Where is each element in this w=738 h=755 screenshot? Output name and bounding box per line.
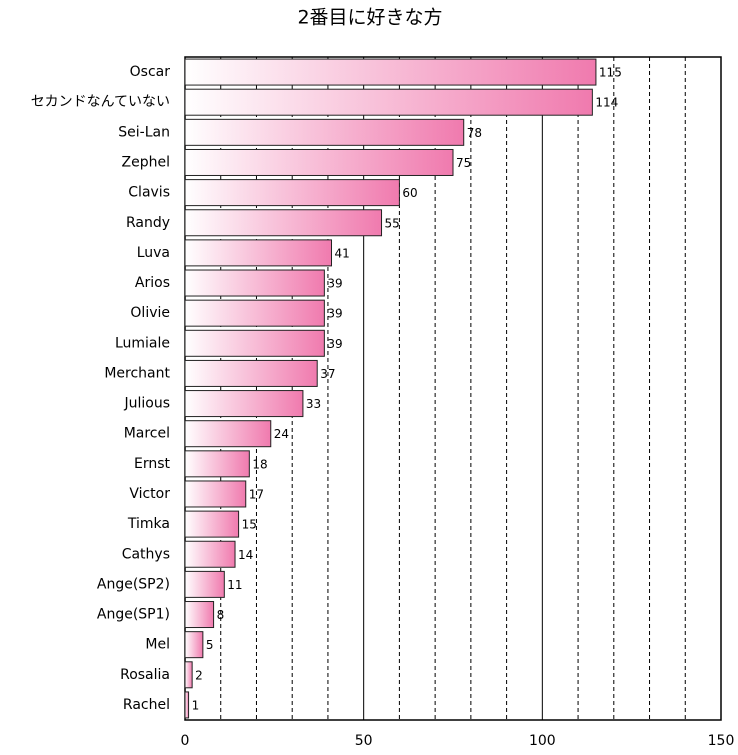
value-label: 39 bbox=[327, 277, 342, 291]
y-tick-label: Arios bbox=[135, 275, 170, 291]
value-label: 24 bbox=[274, 427, 289, 441]
y-tick-label: Ernst bbox=[134, 456, 171, 472]
value-label: 75 bbox=[456, 156, 471, 170]
value-label: 5 bbox=[206, 638, 214, 652]
value-label: 39 bbox=[327, 337, 342, 351]
bar bbox=[184, 480, 247, 508]
x-tick-label: 50 bbox=[355, 733, 373, 749]
bar bbox=[184, 661, 193, 689]
y-tick-label: Ange(SP2) bbox=[97, 576, 170, 592]
bar bbox=[184, 601, 215, 629]
bar bbox=[184, 359, 318, 387]
plot-frame bbox=[184, 56, 722, 721]
y-tick-label: Merchant bbox=[104, 365, 170, 381]
y-tick-label: Lumiale bbox=[115, 335, 170, 351]
y-tick-label: Rachel bbox=[123, 697, 170, 713]
y-tick-label: Timka bbox=[127, 516, 170, 532]
value-label: 8 bbox=[217, 608, 225, 622]
value-label: 11 bbox=[227, 578, 242, 592]
value-label: 37 bbox=[320, 367, 335, 381]
value-label: 14 bbox=[238, 548, 253, 562]
y-tick-label: Zephel bbox=[122, 154, 170, 170]
y-tick-label: Clavis bbox=[128, 185, 170, 201]
value-label: 33 bbox=[306, 397, 321, 411]
value-label: 39 bbox=[327, 307, 342, 321]
x-tick-label: 100 bbox=[529, 733, 556, 749]
y-tick-label: Oscar bbox=[130, 64, 171, 80]
bar bbox=[184, 329, 325, 357]
value-label: 2 bbox=[195, 668, 203, 682]
y-tick-label: Olivie bbox=[130, 305, 170, 321]
value-label: 115 bbox=[599, 66, 622, 80]
y-tick-label: Mel bbox=[145, 637, 170, 653]
bar bbox=[184, 631, 204, 659]
bar bbox=[184, 239, 333, 267]
bar bbox=[184, 209, 383, 237]
chart-title: 2番目に好きな方 bbox=[297, 7, 442, 29]
value-label: 78 bbox=[467, 126, 482, 140]
bar bbox=[184, 88, 593, 116]
bar bbox=[184, 148, 454, 176]
bar bbox=[184, 540, 236, 568]
value-label: 1 bbox=[192, 698, 200, 712]
value-label: 17 bbox=[249, 487, 264, 501]
y-tick-label: Sei-Lan bbox=[118, 124, 170, 140]
bar bbox=[184, 390, 304, 418]
value-label: 15 bbox=[242, 518, 257, 532]
bar bbox=[184, 510, 240, 538]
y-tick-label: Julious bbox=[123, 396, 170, 412]
y-tick-label: Victor bbox=[129, 486, 170, 502]
bar bbox=[184, 570, 225, 598]
bar bbox=[184, 118, 465, 146]
y-tick-label: Ange(SP1) bbox=[97, 607, 170, 623]
y-tick-label: セカンドなんていない bbox=[31, 94, 170, 110]
value-label: 55 bbox=[385, 216, 400, 230]
value-label: 60 bbox=[402, 186, 417, 200]
bar bbox=[184, 269, 325, 297]
y-tick-label: Cathys bbox=[122, 546, 170, 562]
y-tick-label: Rosalia bbox=[120, 667, 170, 683]
x-tick-label: 0 bbox=[181, 733, 190, 749]
x-tick-label: 150 bbox=[708, 733, 735, 749]
y-tick-label: Randy bbox=[126, 215, 170, 231]
y-tick-label: Marcel bbox=[124, 426, 170, 442]
y-tick-label: Luva bbox=[137, 245, 170, 261]
bar bbox=[184, 420, 272, 448]
bar bbox=[184, 58, 597, 86]
bar bbox=[184, 179, 400, 207]
bar bbox=[184, 691, 190, 719]
bar bbox=[184, 450, 250, 478]
value-label: 18 bbox=[252, 457, 267, 471]
value-label: 114 bbox=[595, 96, 618, 110]
bar bbox=[184, 299, 325, 327]
value-label: 41 bbox=[335, 246, 350, 260]
